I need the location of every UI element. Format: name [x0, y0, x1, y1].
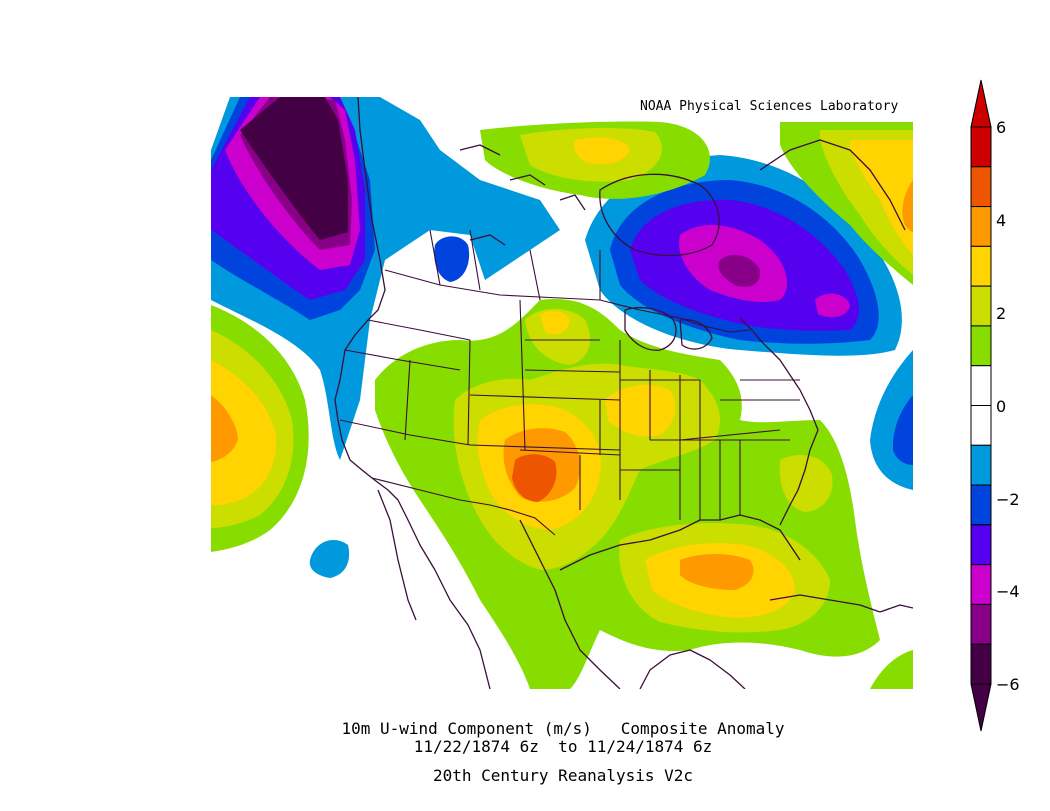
colorbar-bin-10 [970, 524, 992, 566]
colorbar-tick-6: 6 [996, 118, 1007, 137]
contour-small-neg2 [434, 236, 470, 282]
coastlines [334, 97, 913, 689]
contour-fill [211, 97, 913, 689]
caption-dataset: 20th Century Reanalysis V2c [432, 766, 694, 785]
west-coast-line [334, 97, 491, 689]
hudson-bay [599, 173, 720, 257]
credit-label: NOAA Physical Sciences Laboratory [640, 99, 899, 114]
colorbar-bin-2 [970, 206, 992, 247]
atlantic-coast [739, 317, 819, 431]
colorbar-bin-12 [970, 603, 992, 645]
contour-c-pos5b [530, 470, 540, 482]
contour-ne-neg4b [815, 293, 850, 318]
contour-nw-neg6 [240, 97, 348, 240]
contour-c-pos2-b [525, 308, 590, 365]
colorbar-bin-6 [970, 365, 992, 407]
us-mexico-border [371, 477, 556, 536]
political-boundaries [339, 229, 800, 536]
contour-c-pos1b [870, 650, 913, 689]
colorbar-bin-3 [970, 245, 992, 287]
colorbar-tick-neg4: −4 [996, 582, 1020, 601]
colorbar-top-arrow [970, 79, 992, 128]
labrador-coast [759, 139, 906, 231]
contour-n-pos3 [573, 137, 630, 165]
caption-title: 10m U-wind Component (m/s) Composite Ano… [341, 719, 785, 738]
caption-dates: 11/22/1874 6z to 11/24/1874 6z [413, 737, 713, 756]
colorbar-bin-9 [970, 484, 992, 526]
colorbar-bin-5 [970, 325, 992, 367]
contour-east-neg2 [892, 395, 913, 465]
contour-fne-pos4 [902, 180, 913, 232]
colorbar-bin-11 [970, 564, 992, 605]
colorbar-bottom-arrow [970, 683, 992, 732]
cuba [769, 594, 881, 613]
colorbar-bin-7 [970, 405, 992, 446]
florida [779, 429, 819, 526]
state-lines-east [620, 370, 800, 520]
contour-sw-neg1 [309, 540, 350, 578]
colorbar-bin-1 [970, 166, 992, 208]
hispaniola [879, 604, 913, 613]
colorbar-tick-0: 0 [996, 397, 1007, 416]
contour-c-pos2-d [779, 455, 833, 512]
contour-fne-pos3 [850, 140, 913, 255]
central-america [639, 649, 746, 689]
contour-w-pos3 [211, 360, 277, 505]
mexico-gulf-coast [519, 519, 621, 689]
colorbar-bin-4 [970, 285, 992, 327]
colorbar [970, 79, 992, 732]
colorbar-bin-13 [970, 643, 992, 685]
state-lines-west [339, 299, 526, 451]
contour-c-pos3-d [540, 310, 570, 335]
colorbar-tick-neg6: −6 [996, 675, 1020, 694]
contour-w-pos4 [211, 395, 238, 462]
contour-ne-neg5 [718, 254, 761, 287]
colorbar-bin-8 [970, 444, 992, 486]
state-lines-central [469, 339, 621, 510]
contour-c-pos4-b [680, 554, 754, 590]
great-lakes [624, 307, 677, 351]
colorbar-tick-2: 2 [996, 304, 1007, 323]
colorbar-bin-0 [970, 126, 992, 168]
arctic-islands [459, 144, 586, 246]
baja-line [377, 489, 417, 621]
gulf-coast [559, 514, 801, 571]
canada-provinces [429, 229, 601, 301]
colorbar-tick-neg2: −2 [996, 490, 1020, 509]
us-canada-border [384, 269, 751, 333]
great-lakes-2 [679, 319, 713, 350]
colorbar-tick-4: 4 [996, 211, 1007, 230]
contour-c-pos3-b [605, 384, 676, 437]
